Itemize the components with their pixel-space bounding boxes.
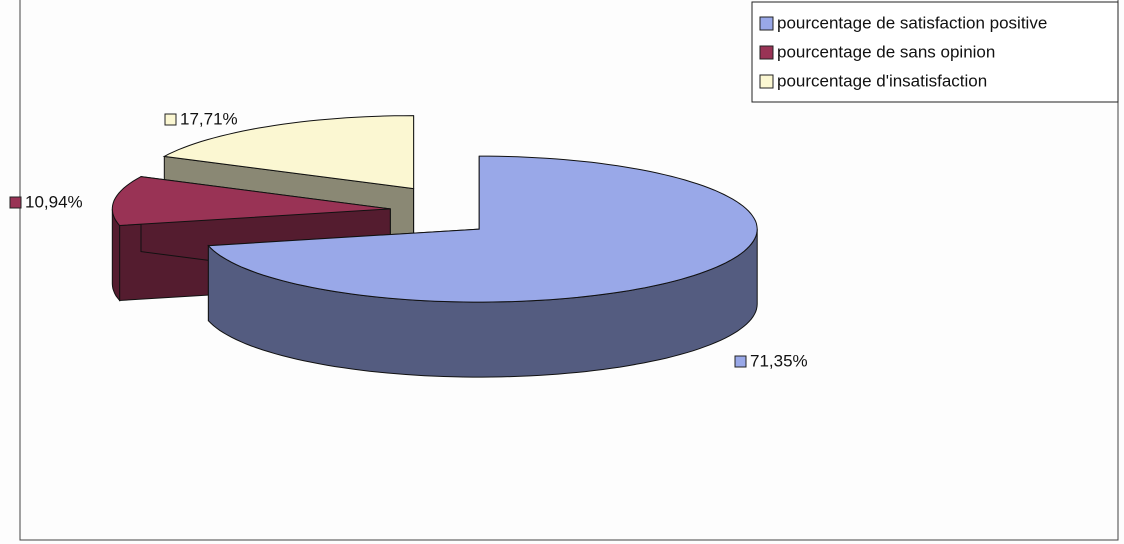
pie (111, 115, 758, 378)
legend-label: pourcentage de satisfaction positive (777, 13, 1047, 32)
label-key (9, 196, 22, 209)
legend-swatch (759, 74, 774, 89)
label-key (164, 113, 177, 126)
data-label: 17,71% (180, 109, 238, 128)
label-key (734, 355, 747, 368)
legend-swatch (759, 16, 774, 31)
slice-top (162, 115, 415, 190)
data-label: 71,35% (750, 351, 808, 370)
slice (207, 155, 758, 378)
data-label: 10,94% (25, 192, 83, 211)
legend-label: pourcentage d'insatisfaction (777, 71, 987, 90)
slice-top (111, 176, 391, 227)
legend-label: pourcentage de sans opinion (777, 42, 995, 61)
legend-box (751, 1, 1119, 103)
slice-top (207, 155, 758, 303)
legend: pourcentage de satisfaction positive pour… (759, 13, 1047, 90)
data-labels: 71,35% 10,94% 17,71% (9, 109, 808, 370)
legend-swatch (759, 45, 774, 60)
